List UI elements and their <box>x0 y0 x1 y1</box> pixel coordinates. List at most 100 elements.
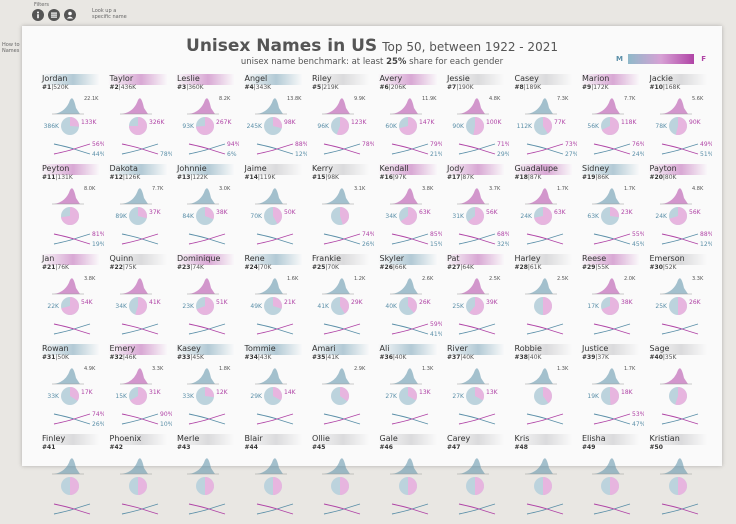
name-mini-chart: 2.9K <box>322 366 366 425</box>
name-cell[interactable]: River #37|40K 27K 13K <box>445 344 511 434</box>
name-label: Emerson <box>649 254 685 263</box>
peak-label: 1.3K <box>557 366 569 372</box>
name-cell[interactable]: Kristian #50 <box>647 434 714 524</box>
name-cell[interactable]: Emery#32|46K 3.3K 15K 31K 90% 10% <box>107 344 174 434</box>
name-cell[interactable]: Dakota #12|126K 7.7K 89K 37K <box>107 164 174 254</box>
name-cell[interactable]: Frankie #25|70K 1.2K 41K 29K <box>310 254 376 344</box>
name-cell[interactable]: Ollie #45 <box>310 434 376 524</box>
pie-female <box>668 207 687 225</box>
rank-number: #20 <box>649 174 663 181</box>
total-label: |74K <box>190 264 204 271</box>
name-cell[interactable]: Leslie#3|360K 8.2K 93K 267K 94% 6% <box>175 74 241 164</box>
legend-male: M <box>616 55 623 63</box>
name-cell[interactable]: Robbie #38|40K 1.3K <box>512 344 579 434</box>
name-cell[interactable]: Riley#5|219K 9.9K 96K 123K 78% <box>310 74 376 164</box>
name-cell[interactable]: Peyton#11|131K 8.0K 81% 19% <box>40 164 106 254</box>
name-cell[interactable]: Sage #40|35K <box>647 344 714 434</box>
name-band <box>40 164 100 175</box>
name-cell[interactable]: Kendall#16|97K 3.8K 34K 63K 85% 15% <box>377 164 444 254</box>
name-cell[interactable]: Elisha #49 <box>580 434 646 524</box>
name-cell[interactable]: Jessie#7|190K 4.8K 90K 100K 71% 29% <box>445 74 511 164</box>
name-cell[interactable]: Emerson #30|52K 3.3K 25K 26K <box>647 254 714 344</box>
name-label: Avery <box>379 74 403 83</box>
name-cell[interactable]: Rene #24|70K 1.6K 49K 21K <box>242 254 309 344</box>
name-mini-chart: 3.0K 84K 38K <box>182 186 231 245</box>
pie-female <box>400 207 417 225</box>
name-cell[interactable]: Reese #29|55K 2.0K 17K 38K <box>580 254 646 344</box>
name-cell[interactable]: Jordan#1|520K 22.1K 386K 133K 56% 44% <box>40 74 106 164</box>
name-cell[interactable]: Kerry#15|98K 3.1K 74% 26% <box>310 164 376 254</box>
name-cell[interactable]: Casey#8|189K 7.3K 112K 77K 73% 27% <box>512 74 579 164</box>
pie-female <box>61 297 79 315</box>
peak-label: 7.7K <box>624 96 636 102</box>
name-cell[interactable]: Payton#20|80K 4.8K 24K 56K 88% 12% <box>647 164 714 254</box>
name-cell[interactable]: Justice#39|37K 1.7K 19K 18K 53% 47% <box>580 344 646 434</box>
pie-female <box>475 477 484 495</box>
name-label: Payton <box>649 164 677 173</box>
list-icon[interactable] <box>48 9 60 21</box>
total-label: |40K <box>392 354 407 361</box>
name-mini-chart <box>52 458 91 515</box>
name-cell[interactable]: Blair #44 <box>242 434 309 524</box>
peak-label: 1.7K <box>624 186 636 192</box>
gender-legend: M F <box>616 53 706 67</box>
name-cell[interactable]: Avery#6|206K 11.9K 60K 147K 79% 21% <box>377 74 444 164</box>
name-mini-chart: 4.8K 90K 100K 71% 29% <box>452 96 509 158</box>
name-cell[interactable]: Taylor#2|436K 326K 78% <box>107 74 174 164</box>
info-icon[interactable] <box>32 9 44 21</box>
name-mini-chart <box>187 458 226 515</box>
rank-number: #43 <box>177 444 191 451</box>
name-cell[interactable]: Quinn #22|75K 34K 41K <box>107 254 174 344</box>
name-band <box>647 164 708 175</box>
male-count-label: 19K <box>587 393 600 400</box>
rank-number: #32 <box>109 354 123 361</box>
name-cell[interactable]: Ali #36|40K 1.3K 27K 13K <box>377 344 444 434</box>
name-cell[interactable]: Skyler#26|66K 2.6K 40K 26K 59% 41% <box>377 254 444 344</box>
name-band <box>445 254 505 265</box>
name-cell[interactable]: Merle #43 <box>175 434 241 524</box>
user-icon[interactable] <box>64 9 76 21</box>
name-band <box>377 254 438 265</box>
name-cell[interactable]: Angel#4|343K 13.8K 245K 98K 88% 12% <box>242 74 309 164</box>
peak-label: 2.0K <box>624 276 636 282</box>
name-cell[interactable]: Johnnie #13|122K 3.0K 84K 38K <box>175 164 241 254</box>
rank-number: #49 <box>582 444 596 451</box>
rank-number: #48 <box>514 444 528 451</box>
female-count-label: 12K <box>216 389 229 396</box>
name-band <box>377 434 438 445</box>
name-cell[interactable]: Finley #41 <box>40 434 106 524</box>
name-cell[interactable]: Jackie#10|168K 5.6K 78K 90K 49% 51% <box>647 74 714 164</box>
name-cell[interactable]: Jody#17|87K 3.7K 31K 56K 68% 32% <box>445 164 511 254</box>
name-cell[interactable]: Rowan#31|50K 4.9K 33K 17K 74% 26% <box>40 344 106 434</box>
name-band <box>580 434 640 445</box>
name-cell[interactable]: Tommie #34|43K 29K 14K <box>242 344 309 434</box>
rank-number: #37 <box>447 354 461 361</box>
male-count-label: 27K <box>385 393 398 400</box>
name-cell[interactable]: Harley #28|61K 2.5K <box>512 254 579 344</box>
name-cell[interactable]: Gale #46 <box>377 434 444 524</box>
name-cell[interactable]: Jan #21|76K 3.8K 22K 54K <box>40 254 106 344</box>
name-cell[interactable]: Dominique #23|74K 23K 51K <box>175 254 241 344</box>
name-cell[interactable]: Jaime #14|119K 70K 50K <box>242 164 309 254</box>
pie-female <box>407 387 417 401</box>
name-cell[interactable]: Amari #35|41K 2.9K <box>310 344 376 434</box>
name-band <box>445 74 505 85</box>
name-mini-chart: 1.3K 27K 13K <box>385 366 433 425</box>
rank-label: #18|87K <box>515 174 542 181</box>
name-cell[interactable]: Kris #48 <box>512 434 579 524</box>
name-mini-chart: 9.9K 96K 123K 78% <box>317 96 374 155</box>
rank-number: #12 <box>109 174 123 181</box>
rank-label: #9|172K <box>582 84 609 91</box>
name-cell[interactable]: Guadalupe #18|87K 1.7K 24K 63K <box>512 164 579 254</box>
female-count-label: 77K <box>554 119 567 126</box>
name-cell[interactable]: Marion#9|172K 7.7K 56K 118K 76% 24% <box>580 74 646 164</box>
female-share-line <box>526 233 563 245</box>
name-cell[interactable]: Kasey #33|45K 1.8K 33K 12K <box>175 344 241 434</box>
pie-female <box>601 297 619 315</box>
name-cell[interactable]: Carey #47 <box>445 434 511 524</box>
name-cell[interactable]: Phoenix #42 <box>107 434 174 524</box>
name-cell[interactable]: Pat #27|64K 2.5K 25K 39K <box>445 254 511 344</box>
name-cell[interactable]: Sidney#19|86K 1.7K 63K 23K 55% 45% <box>580 164 646 254</box>
male-count-label: 34K <box>115 303 128 310</box>
pie-female <box>129 387 147 405</box>
